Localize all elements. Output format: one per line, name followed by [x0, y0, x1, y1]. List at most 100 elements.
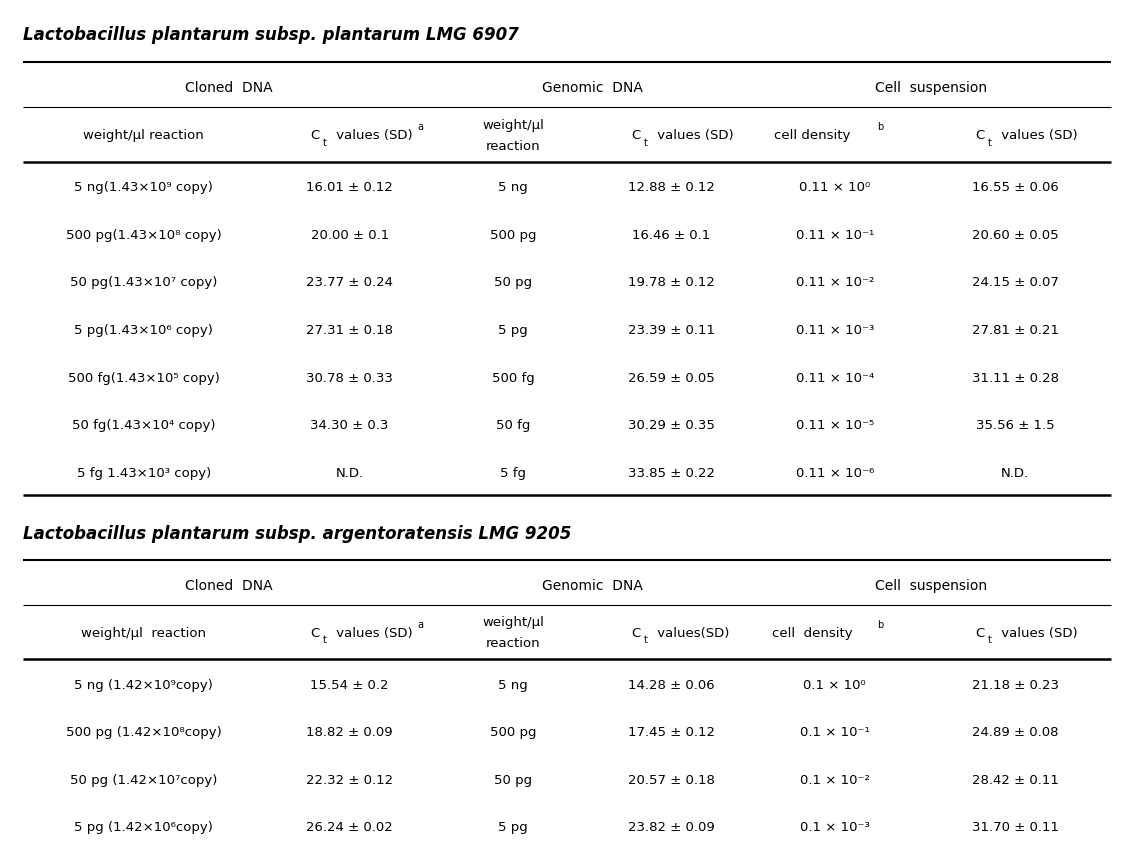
Text: 500 pg (1.42×10⁸copy): 500 pg (1.42×10⁸copy)	[65, 726, 222, 740]
Text: 5 ng: 5 ng	[499, 678, 528, 692]
Text: 23.39 ± 0.11: 23.39 ± 0.11	[627, 324, 715, 337]
Text: a: a	[417, 619, 423, 630]
Text: 500 pg: 500 pg	[490, 228, 537, 242]
Text: 31.70 ± 0.11: 31.70 ± 0.11	[971, 821, 1059, 835]
Text: C: C	[632, 129, 641, 143]
Text: N.D.: N.D.	[336, 466, 363, 480]
Text: 26.24 ± 0.02: 26.24 ± 0.02	[307, 821, 393, 835]
Text: C: C	[310, 129, 319, 143]
Text: 50 pg: 50 pg	[494, 773, 532, 787]
Text: 500 pg: 500 pg	[490, 726, 537, 740]
Text: Lactobacillus plantarum subsp. argentoratensis LMG 9205: Lactobacillus plantarum subsp. argentora…	[23, 525, 571, 542]
Text: Lactobacillus plantarum subsp. plantarum LMG 6907: Lactobacillus plantarum subsp. plantarum…	[23, 26, 519, 43]
Text: t: t	[988, 635, 992, 645]
Text: 27.81 ± 0.21: 27.81 ± 0.21	[971, 324, 1059, 337]
Text: C: C	[976, 626, 985, 640]
Text: 500 fg: 500 fg	[492, 371, 535, 385]
Text: values (SD): values (SD)	[332, 129, 412, 143]
Text: 0.1 × 10⁻²: 0.1 × 10⁻²	[800, 773, 870, 787]
Text: 500 pg(1.43×10⁸ copy): 500 pg(1.43×10⁸ copy)	[65, 228, 222, 242]
Text: values (SD): values (SD)	[997, 626, 1077, 640]
Text: Cloned  DNA: Cloned DNA	[185, 81, 272, 95]
Text: 0.1 × 10⁻³: 0.1 × 10⁻³	[800, 821, 870, 835]
Text: 33.85 ± 0.22: 33.85 ± 0.22	[627, 466, 715, 480]
Text: Cell  suspension: Cell suspension	[874, 81, 987, 95]
Text: 50 fg: 50 fg	[496, 419, 530, 432]
Text: C: C	[310, 626, 319, 640]
Text: 30.78 ± 0.33: 30.78 ± 0.33	[306, 371, 394, 385]
Text: 21.18 ± 0.23: 21.18 ± 0.23	[971, 678, 1059, 692]
Text: cell  density: cell density	[772, 626, 853, 640]
Text: reaction: reaction	[486, 139, 540, 153]
Text: weight/μl: weight/μl	[483, 119, 544, 132]
Text: 50 pg(1.43×10⁷ copy): 50 pg(1.43×10⁷ copy)	[70, 276, 218, 290]
Text: 26.59 ± 0.05: 26.59 ± 0.05	[628, 371, 714, 385]
Text: 0.11 × 10⁻²: 0.11 × 10⁻²	[795, 276, 874, 290]
Text: 5 pg: 5 pg	[499, 821, 528, 835]
Text: 50 fg(1.43×10⁴ copy): 50 fg(1.43×10⁴ copy)	[72, 419, 215, 432]
Text: 27.31 ± 0.18: 27.31 ± 0.18	[306, 324, 394, 337]
Text: 50 pg (1.42×10⁷copy): 50 pg (1.42×10⁷copy)	[70, 773, 218, 787]
Text: 0.11 × 10⁰: 0.11 × 10⁰	[799, 181, 871, 195]
Text: 0.1 × 10⁻¹: 0.1 × 10⁻¹	[800, 726, 870, 740]
Text: 17.45 ± 0.12: 17.45 ± 0.12	[627, 726, 715, 740]
Text: values (SD): values (SD)	[653, 129, 733, 143]
Text: 5 ng: 5 ng	[499, 181, 528, 195]
Text: 19.78 ± 0.12: 19.78 ± 0.12	[627, 276, 715, 290]
Text: 24.89 ± 0.08: 24.89 ± 0.08	[972, 726, 1058, 740]
Text: 0.11 × 10⁻⁴: 0.11 × 10⁻⁴	[795, 371, 874, 385]
Text: 5 pg(1.43×10⁶ copy): 5 pg(1.43×10⁶ copy)	[74, 324, 213, 337]
Text: Cloned  DNA: Cloned DNA	[185, 579, 272, 593]
Text: 20.00 ± 0.1: 20.00 ± 0.1	[310, 228, 389, 242]
Text: 16.01 ± 0.12: 16.01 ± 0.12	[306, 181, 394, 195]
Text: a: a	[417, 122, 423, 132]
Text: t: t	[644, 138, 647, 148]
Text: C: C	[976, 129, 985, 143]
Text: 0.11 × 10⁻³: 0.11 × 10⁻³	[795, 324, 874, 337]
Text: values (SD): values (SD)	[997, 129, 1077, 143]
Text: t: t	[323, 138, 326, 148]
Text: 0.11 × 10⁻⁵: 0.11 × 10⁻⁵	[795, 419, 874, 432]
Text: 5 pg: 5 pg	[499, 324, 528, 337]
Text: 35.56 ± 1.5: 35.56 ± 1.5	[976, 419, 1055, 432]
Text: 24.15 ± 0.07: 24.15 ± 0.07	[971, 276, 1059, 290]
Text: reaction: reaction	[486, 637, 540, 650]
Text: 23.82 ± 0.09: 23.82 ± 0.09	[628, 821, 714, 835]
Text: 34.30 ± 0.3: 34.30 ± 0.3	[310, 419, 389, 432]
Text: b: b	[878, 619, 884, 630]
Text: 28.42 ± 0.11: 28.42 ± 0.11	[971, 773, 1059, 787]
Text: 20.57 ± 0.18: 20.57 ± 0.18	[627, 773, 715, 787]
Text: values (SD): values (SD)	[332, 626, 412, 640]
Text: C: C	[632, 626, 641, 640]
Text: t: t	[323, 635, 326, 645]
Text: 22.32 ± 0.12: 22.32 ± 0.12	[306, 773, 394, 787]
Text: Genomic  DNA: Genomic DNA	[541, 579, 643, 593]
Text: Genomic  DNA: Genomic DNA	[541, 81, 643, 95]
Text: 0.1 × 10⁰: 0.1 × 10⁰	[803, 678, 866, 692]
Text: weight/μl  reaction: weight/μl reaction	[81, 626, 206, 640]
Text: 5 ng (1.42×10⁹copy): 5 ng (1.42×10⁹copy)	[74, 678, 213, 692]
Text: t: t	[644, 635, 647, 645]
Text: 16.55 ± 0.06: 16.55 ± 0.06	[972, 181, 1058, 195]
Text: weight/μl: weight/μl	[483, 616, 544, 630]
Text: cell density: cell density	[774, 129, 851, 143]
Text: 500 fg(1.43×10⁵ copy): 500 fg(1.43×10⁵ copy)	[68, 371, 220, 385]
Text: 18.82 ± 0.09: 18.82 ± 0.09	[307, 726, 393, 740]
Text: 0.11 × 10⁻⁶: 0.11 × 10⁻⁶	[795, 466, 874, 480]
Text: 16.46 ± 0.1: 16.46 ± 0.1	[632, 228, 711, 242]
Text: 23.77 ± 0.24: 23.77 ± 0.24	[306, 276, 394, 290]
Text: N.D.: N.D.	[1002, 466, 1029, 480]
Text: 0.11 × 10⁻¹: 0.11 × 10⁻¹	[795, 228, 874, 242]
Text: 15.54 ± 0.2: 15.54 ± 0.2	[310, 678, 389, 692]
Text: Cell  suspension: Cell suspension	[874, 579, 987, 593]
Text: weight/μl reaction: weight/μl reaction	[83, 129, 204, 143]
Text: 50 pg: 50 pg	[494, 276, 532, 290]
Text: b: b	[878, 122, 884, 132]
Text: 14.28 ± 0.06: 14.28 ± 0.06	[628, 678, 714, 692]
Text: 12.88 ± 0.12: 12.88 ± 0.12	[627, 181, 715, 195]
Text: 31.11 ± 0.28: 31.11 ± 0.28	[971, 371, 1059, 385]
Text: 5 fg: 5 fg	[500, 466, 527, 480]
Text: 5 ng(1.43×10⁹ copy): 5 ng(1.43×10⁹ copy)	[74, 181, 213, 195]
Text: t: t	[988, 138, 992, 148]
Text: values(SD): values(SD)	[653, 626, 730, 640]
